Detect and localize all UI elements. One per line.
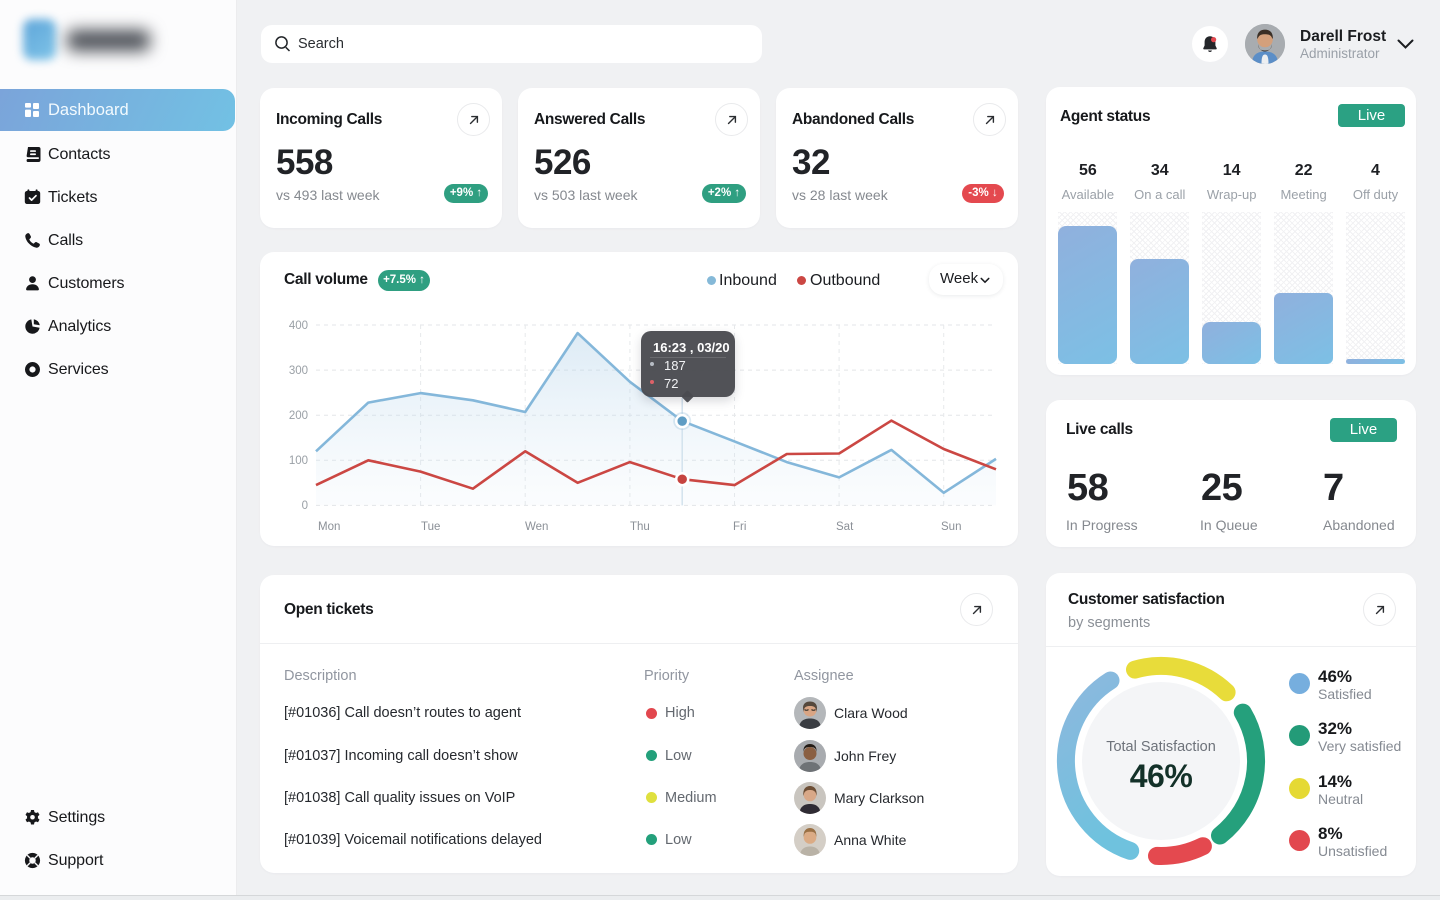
svg-text:Wen: Wen [525, 521, 548, 533]
svg-text:300: 300 [289, 365, 308, 377]
svg-text:Thu: Thu [630, 521, 650, 533]
svg-text:Sat: Sat [836, 521, 854, 533]
svg-text:Tue: Tue [421, 521, 440, 533]
svg-text:100: 100 [289, 455, 308, 467]
svg-text:Mon: Mon [318, 521, 340, 533]
svg-text:400: 400 [289, 320, 308, 332]
svg-text:Total Satisfaction: Total Satisfaction [1106, 739, 1216, 755]
svg-text:0: 0 [302, 500, 308, 512]
svg-text:Fri: Fri [733, 521, 746, 533]
svg-text:46%: 46% [1130, 758, 1193, 794]
svg-text:200: 200 [289, 410, 308, 422]
svg-text:Sun: Sun [941, 521, 961, 533]
